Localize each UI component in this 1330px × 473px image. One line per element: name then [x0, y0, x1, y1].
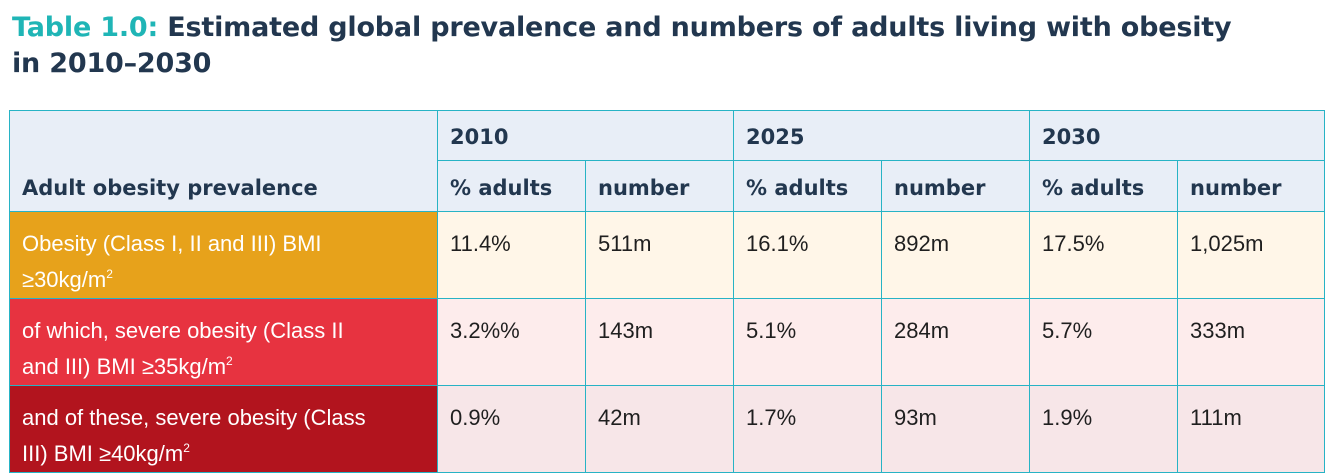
sub-header-number-2025: number — [881, 160, 1031, 212]
table-title: Table 1.0: Estimated global prevalence a… — [12, 10, 1312, 82]
table-cell: 93m — [881, 385, 1031, 473]
sub-header-pct-2025: % adults — [733, 160, 883, 212]
table-cell: 5.1% — [733, 298, 883, 386]
table-cell: 42m — [584, 385, 735, 473]
table-cell: 16.1% — [733, 211, 883, 299]
table-cell: 284m — [881, 298, 1031, 386]
sub-header-number-2030: number — [1177, 160, 1326, 212]
table-cell: 0.9% — [437, 385, 586, 473]
year-header-2025: 2025 — [733, 110, 1031, 161]
table-cell: 511m — [584, 211, 735, 299]
table-number: Table 1.0: — [12, 12, 159, 43]
table-cell: 1,025m — [1177, 211, 1326, 299]
table-title-line2: in 2010–2030 — [12, 48, 212, 79]
table-cell: 333m — [1177, 298, 1326, 386]
sub-header-number-2010: number — [584, 160, 735, 212]
table-cell: 3.2%% — [437, 298, 586, 386]
year-header-2030: 2030 — [1029, 110, 1326, 161]
table-row: of which, severe obesity (Class II and II… — [9, 298, 1326, 386]
row-label-obesity: Obesity (Class I, II and III) BMI ≥30kg/m… — [9, 211, 438, 299]
obesity-prevalence-table: 2010 2025 2030 Adult obesity prevalence … — [9, 110, 1326, 473]
table-cell: 143m — [584, 298, 735, 386]
table-cell: 5.7% — [1029, 298, 1179, 386]
sub-header-pct-2010: % adults — [437, 160, 586, 212]
row-header-label: Adult obesity prevalence — [9, 160, 438, 212]
sub-header-pct-2030: % adults — [1029, 160, 1179, 212]
header-blank-cell — [9, 110, 438, 161]
row-label-severe-obesity: of which, severe obesity (Class II and II… — [9, 298, 438, 386]
table-cell: 17.5% — [1029, 211, 1179, 299]
year-header-row: 2010 2025 2030 — [9, 110, 1326, 161]
table-cell: 11.4% — [437, 211, 586, 299]
table-row: and of these, severe obesity (Class III) … — [9, 385, 1326, 473]
sub-header-row: Adult obesity prevalence % adults number… — [9, 160, 1326, 212]
year-header-2010: 2010 — [436, 110, 735, 161]
row-label-class-iii-obesity: and of these, severe obesity (Class III) … — [9, 385, 438, 473]
table-row: Obesity (Class I, II and III) BMI ≥30kg/m… — [9, 211, 1326, 299]
table-cell: 892m — [881, 211, 1031, 299]
table-cell: 1.7% — [733, 385, 883, 473]
table-cell: 111m — [1177, 385, 1326, 473]
table-cell: 1.9% — [1029, 385, 1179, 473]
table-title-line1: Estimated global prevalence and numbers … — [158, 12, 1232, 43]
